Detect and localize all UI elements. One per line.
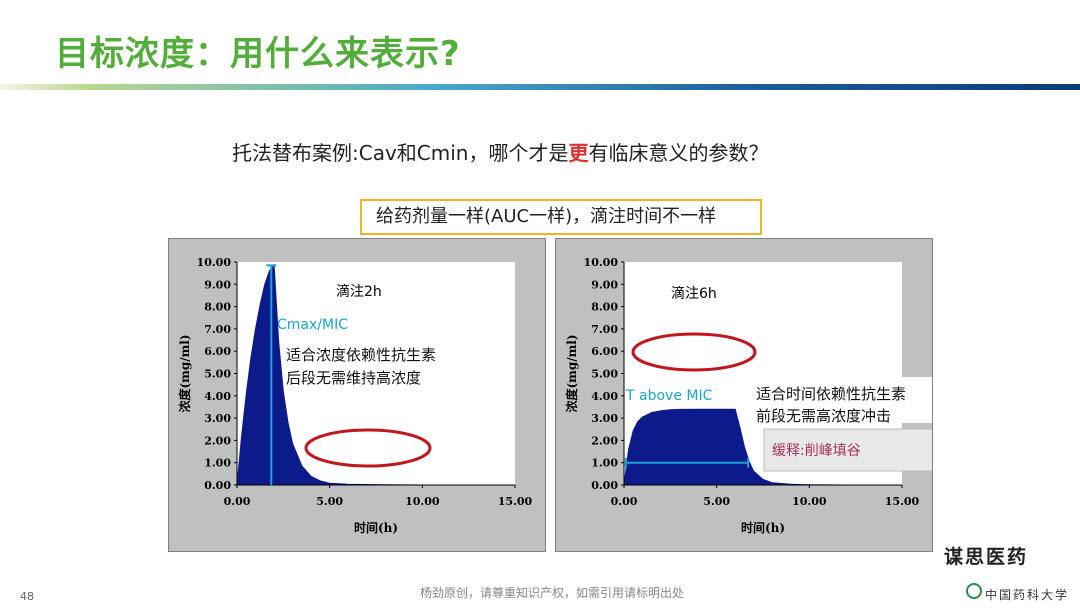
chart-panel-6h: 0.00 1.00 2.00 3.00 4.00 5.00 6.00 7.00 8.00 9.00…: [555, 238, 933, 552]
y-tick-label: 4.00: [591, 390, 618, 403]
infusion-label: 滴注2h: [336, 283, 382, 300]
y-tick-label: 9.00: [204, 278, 231, 291]
comment-line-1: 适合浓度依赖性抗生素: [286, 346, 436, 364]
y-tick-label: 4.00: [204, 390, 231, 403]
x-axis-label: 时间(h): [741, 520, 785, 535]
y-tick-label: 10.00: [584, 256, 619, 269]
dose-note-box: 给药剂量一样(AUC一样)，滴注时间不一样: [360, 199, 762, 235]
y-tick-label: 0.00: [591, 479, 618, 492]
y-tick-label: 8.00: [204, 301, 231, 314]
university-name: 中国药科大学: [985, 588, 1070, 602]
x-tick-label: 0.00: [611, 495, 638, 508]
comment-line-2: 后段无需维持高浓度: [286, 369, 421, 387]
question-text-1: 托法替布案例:Cav和Cmin，哪个才是: [232, 141, 569, 165]
y-tick-label: 3.00: [591, 412, 618, 425]
y-axis-label: 浓度(mg/ml): [564, 334, 579, 412]
y-tick-label: 7.00: [591, 323, 618, 336]
x-tick-label: 10.00: [792, 495, 827, 508]
y-tick-label: 1.00: [591, 457, 618, 470]
slide-title: 目标浓度：用什么来表示?: [55, 34, 461, 74]
x-tick-label: 0.00: [224, 495, 251, 508]
x-tick-label: 10.00: [405, 495, 440, 508]
y-axis-label: 浓度(mg/ml): [177, 334, 192, 412]
slow-release-box: [763, 428, 932, 472]
highlight-ellipse: [631, 332, 757, 372]
y-tick-label: 0.00: [204, 479, 231, 492]
university-logo: [966, 583, 982, 599]
page-number: 48: [20, 590, 34, 603]
chart-2h: 0.00 1.00 2.00 3.00 4.00 5.00 6.00 7.00 8.00 9.00…: [177, 256, 533, 535]
comment-line-1: 适合时间依赖性抗生素: [756, 385, 906, 403]
title-divider: [0, 84, 1080, 90]
highlight-ellipse: [304, 428, 432, 468]
infusion-label: 滴注6h: [671, 285, 717, 302]
t-above-mic-label: T above MIC: [625, 388, 713, 404]
x-tick-label: 5.00: [703, 495, 730, 508]
comment-line-2: 前段无需高浓度冲击: [756, 407, 891, 425]
question-text-2: 有临床意义的参数？: [588, 141, 769, 165]
case-question: 托法替布案例:Cav和Cmin，哪个才是更有临床意义的参数？: [232, 137, 768, 166]
copyright-note: 杨劲原创，请尊重知识产权，如需引用请标明出处: [420, 586, 685, 600]
y-tick-label: 6.00: [204, 345, 231, 358]
slow-release-label: 缓释:削峰填谷: [772, 443, 861, 459]
y-tick-label: 3.00: [204, 412, 231, 425]
comment-backdrop: [754, 377, 932, 423]
x-tick-label: 5.00: [316, 495, 343, 508]
y-tick-label: 8.00: [591, 301, 618, 314]
concentration-area: [623, 408, 847, 486]
question-emphasis: 更: [568, 141, 589, 165]
x-tick-label: 15.00: [498, 495, 533, 508]
y-tick-label: 5.00: [591, 368, 618, 381]
y-tick-label: 5.00: [204, 368, 231, 381]
y-tick-label: 7.00: [204, 323, 231, 336]
y-tick-label: 1.00: [204, 457, 231, 470]
x-tick-label: 15.00: [885, 495, 920, 508]
y-tick-label: 2.00: [204, 434, 231, 447]
chart-panel-2h: 0.00 1.00 2.00 3.00 4.00 5.00 6.00 7.00 8.00 9.00…: [168, 238, 546, 552]
y-tick-label: 9.00: [591, 278, 618, 291]
y-tick-label: 6.00: [591, 345, 618, 358]
brand-watermark: 谋思医药: [944, 546, 1029, 568]
y-tick-label: 10.00: [197, 256, 232, 269]
y-tick-label: 2.00: [591, 434, 618, 447]
chart-6h: 0.00 1.00 2.00 3.00 4.00 5.00 6.00 7.00 8.00 9.00…: [564, 256, 932, 535]
x-axis-label: 时间(h): [354, 520, 398, 535]
cmax-mic-label: Cmax/MIC: [277, 317, 348, 333]
